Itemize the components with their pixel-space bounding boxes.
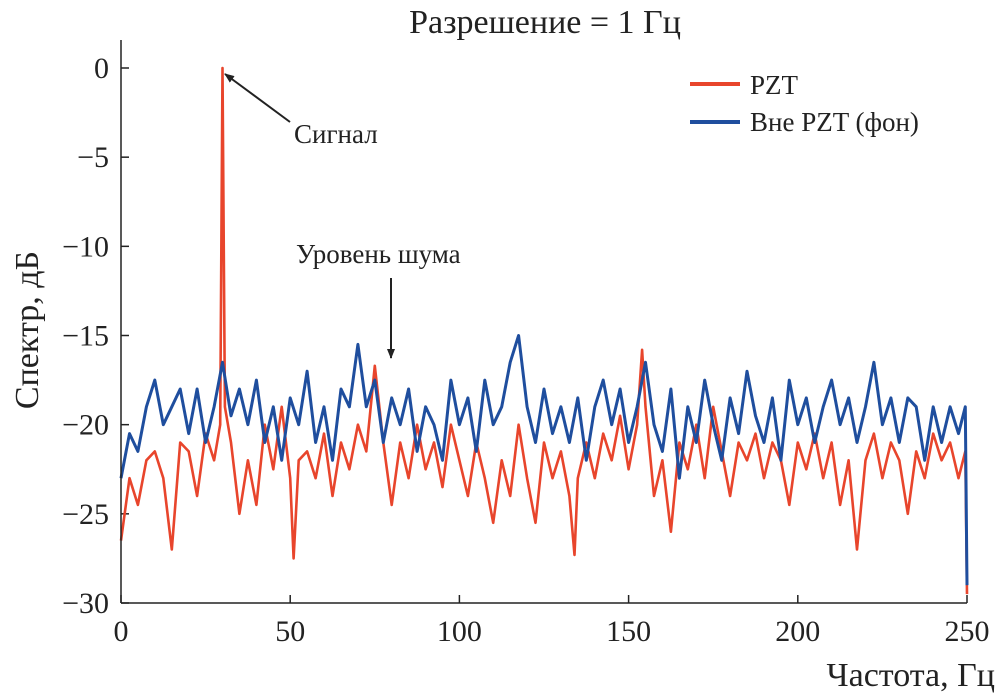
series-line-pzt [119,66,969,595]
x-tick-label: 0 [114,615,129,648]
legend-label-background: Вне PZT (фон) [750,107,919,137]
y-tick-label: −30 [62,587,109,620]
x-tick-label: 200 [775,615,820,648]
annotation-noise-level: Уровень шума [296,239,461,359]
signal-arrow [224,73,291,123]
x-tick-label: 150 [606,615,651,648]
y-tick-label: −10 [62,230,109,263]
x-tick-label: 100 [437,615,482,648]
series-line-background [119,334,969,586]
chart-title: Разрешение = 1 Гц [409,4,681,41]
y-tick-label: 0 [94,52,109,85]
noise-level-label: Уровень шума [296,239,461,269]
legend: PZT Вне PZT (фон) [690,70,919,137]
y-tick-label: −20 [62,409,109,442]
annotation-signal: Сигнал [224,73,378,149]
y-axis-title: Спектр, дБ [9,251,46,409]
signal-label: Сигнал [294,119,378,149]
x-tick-label: 250 [945,615,990,648]
y-tick-label: −25 [62,498,109,531]
x-tick-label: 50 [275,615,305,648]
y-tick-label: −5 [77,141,109,174]
legend-label-pzt: PZT [750,70,799,100]
y-tick-label: −15 [62,320,109,353]
x-axis-title: Частота, Гц [827,657,995,694]
